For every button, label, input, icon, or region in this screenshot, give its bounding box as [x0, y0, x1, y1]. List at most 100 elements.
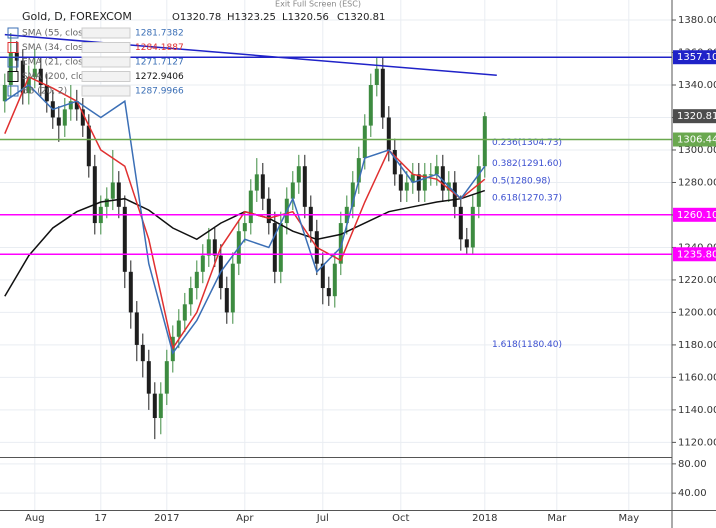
x-tick-label: Oct	[392, 513, 409, 524]
candle-body	[86, 125, 91, 167]
plot-layer: 0.236(1304.73) 0.382(1291.60) 0.5(1280.98)…	[0, 33, 672, 440]
candle-body	[326, 288, 331, 297]
candle-body	[116, 182, 121, 207]
candle-body	[464, 239, 469, 248]
legend-swatch	[7, 56, 19, 68]
legend-swatch	[7, 42, 19, 53]
indicator-name: SMA (34, close)	[22, 43, 92, 53]
candle-body	[440, 166, 445, 191]
indicator-buttons[interactable]	[81, 56, 131, 68]
x-tick-label: 2017	[154, 513, 179, 524]
candle-body	[356, 158, 361, 183]
candle-body	[386, 117, 391, 150]
moving-average	[4, 75, 486, 351]
candle-body	[410, 174, 415, 183]
legend: Gold, D, FOREXCOM Exit Full Screen (ESC)…	[7, 0, 385, 97]
candle-body	[254, 174, 259, 191]
candle-body	[338, 223, 343, 264]
candle-body	[188, 288, 193, 305]
candle-body	[140, 344, 145, 362]
candle-body	[362, 125, 367, 159]
fib-label: 0.236(1304.73)	[492, 138, 562, 148]
x-tick-label: Aug	[25, 513, 45, 524]
indicator-value: 1271.7127	[135, 58, 184, 68]
indicator-value: 1281.7382	[135, 29, 184, 39]
candle-body	[476, 166, 481, 207]
candle-body	[56, 117, 61, 126]
candle-body	[470, 206, 475, 248]
indicator-name: SMA (200, close)	[22, 72, 98, 82]
candle-body	[398, 174, 403, 191]
indicator-buttons[interactable]	[81, 42, 131, 53]
ohlc-value: H1323.25	[227, 12, 276, 23]
indicator-buttons[interactable]	[81, 27, 131, 39]
candle-body	[278, 223, 283, 272]
candle-body	[374, 68, 379, 85]
candle-body	[128, 271, 133, 313]
indicator-name: SMA (55, close)	[22, 29, 92, 39]
level-label: 1235.80	[677, 249, 716, 260]
x-tick-label: May	[618, 513, 639, 524]
grid-layer	[0, 0, 672, 510]
y-tick-label: 80.00	[678, 459, 707, 470]
candle-body	[260, 174, 265, 199]
candle-body	[122, 206, 127, 272]
candle-body	[230, 263, 235, 313]
x-tick-label: 17	[94, 513, 107, 524]
y-tick-label: 1180.00	[678, 340, 716, 351]
y-tick-label: 1380.00	[678, 15, 716, 26]
indicator-buttons[interactable]	[81, 71, 131, 82]
candle-body	[158, 393, 163, 419]
candle-body	[200, 255, 205, 272]
candle-body	[164, 361, 169, 394]
candle-body	[332, 263, 337, 297]
candle-body	[68, 101, 73, 110]
candle-body	[176, 320, 181, 337]
level-box	[673, 207, 716, 222]
candle-body	[206, 239, 211, 256]
indicator-value: 1287.9966	[135, 87, 184, 97]
candle-body	[110, 182, 115, 199]
level-label: 1357.10	[677, 52, 716, 63]
candle-body	[194, 271, 199, 289]
x-tick-label: Jul	[316, 513, 329, 524]
indicator-buttons[interactable]	[81, 85, 131, 97]
candle-body	[74, 101, 79, 110]
candle-body	[458, 206, 463, 240]
candle-body	[482, 116, 487, 167]
candle-body	[434, 166, 439, 175]
candle-body	[104, 198, 109, 207]
candle-body	[296, 166, 301, 183]
candle-body	[404, 182, 409, 191]
candle-body	[44, 84, 49, 102]
exit-fullscreen[interactable]: Exit Full Screen (ESC)	[275, 0, 361, 9]
candle-body	[62, 109, 67, 126]
ohlc-value: C1320.81	[337, 12, 385, 23]
chart-title: Gold, D, FOREXCOM	[22, 10, 132, 23]
candle-body	[134, 312, 139, 345]
candle-body	[266, 198, 271, 224]
ohlc-value: O1320.78	[172, 12, 221, 23]
legend-swatch	[7, 71, 19, 82]
x-tick-label: 2018	[472, 513, 497, 524]
candle-body	[272, 223, 277, 272]
y-tick-label: 1340.00	[678, 80, 716, 91]
candle-body	[80, 109, 85, 126]
y-tick-label: 1140.00	[678, 405, 716, 416]
y-tick-label: 40.00	[678, 488, 707, 499]
candle-body	[182, 304, 187, 321]
candle-body	[224, 288, 229, 313]
candle-body	[32, 68, 37, 77]
fib-label: 1.618(1180.40)	[492, 340, 562, 350]
ohlc-value: L1320.56	[282, 12, 329, 23]
candle-body	[392, 149, 397, 175]
level-box	[673, 132, 716, 147]
candle-body	[152, 393, 157, 419]
candle-body	[290, 182, 295, 199]
axis-layer: Aug172017AprJulOct2018MarMay1380.001360.…	[25, 15, 716, 524]
candle-body	[302, 166, 307, 207]
level-box	[673, 50, 716, 65]
indicator-name: BB (20, 2)	[22, 87, 67, 97]
y-tick-label: 1200.00	[678, 307, 716, 318]
candle-body	[416, 174, 421, 191]
